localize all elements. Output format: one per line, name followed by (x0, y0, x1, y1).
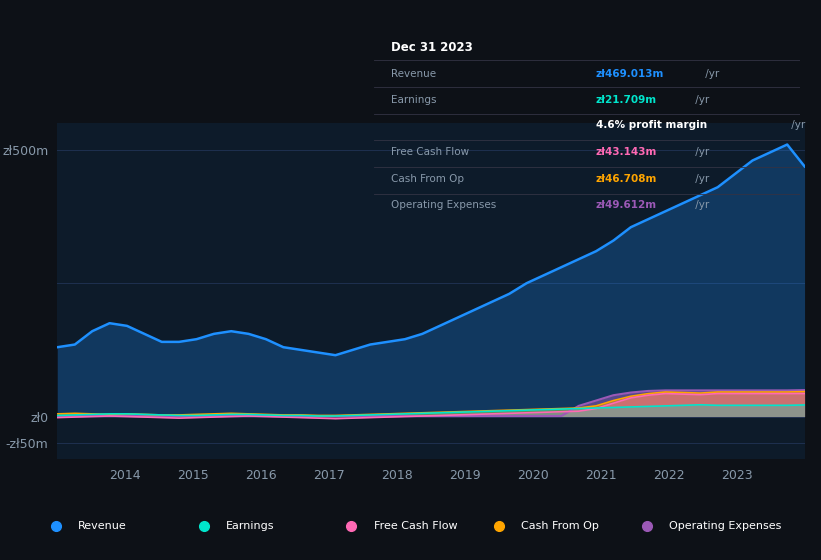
Text: Revenue: Revenue (78, 521, 126, 531)
Text: /yr: /yr (787, 120, 805, 130)
Text: Cash From Op: Cash From Op (391, 174, 464, 184)
Text: Earnings: Earnings (391, 95, 436, 105)
Text: /yr: /yr (691, 95, 709, 105)
Text: zł49.612m: zł49.612m (595, 200, 657, 210)
Text: Free Cash Flow: Free Cash Flow (374, 521, 457, 531)
Text: Cash From Op: Cash From Op (521, 521, 599, 531)
Text: /yr: /yr (702, 69, 719, 79)
Text: zł43.143m: zł43.143m (595, 147, 657, 157)
Text: Revenue: Revenue (391, 69, 436, 79)
Text: 4.6% profit margin: 4.6% profit margin (595, 120, 707, 130)
Text: Free Cash Flow: Free Cash Flow (391, 147, 469, 157)
Text: /yr: /yr (691, 174, 709, 184)
Text: Operating Expenses: Operating Expenses (669, 521, 782, 531)
Text: zł46.708m: zł46.708m (595, 174, 657, 184)
Text: zł469.013m: zł469.013m (595, 69, 664, 79)
Text: /yr: /yr (691, 147, 709, 157)
Text: Operating Expenses: Operating Expenses (391, 200, 496, 210)
Text: Dec 31 2023: Dec 31 2023 (391, 41, 472, 54)
Text: zł21.709m: zł21.709m (595, 95, 657, 105)
Text: /yr: /yr (691, 200, 709, 210)
Text: Earnings: Earnings (226, 521, 274, 531)
